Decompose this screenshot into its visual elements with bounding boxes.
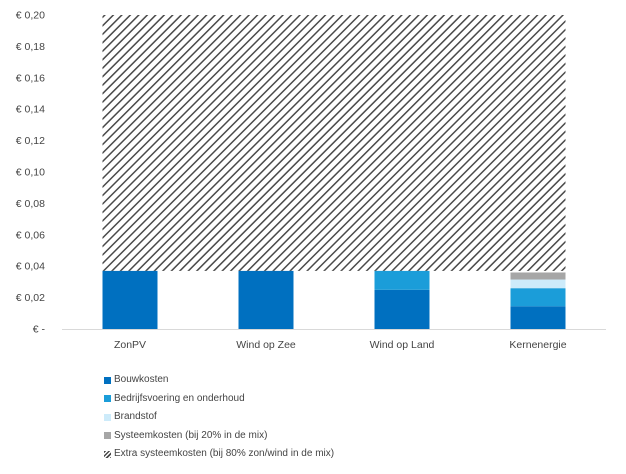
legend-item: Bouwkosten — [104, 371, 334, 390]
legend-swatch — [104, 450, 111, 458]
legend-label: Bedrijfsvoering en onderhoud — [114, 392, 245, 404]
x-tick-label: Wind op Land — [370, 339, 435, 351]
y-tick-label: € 0,20 — [16, 10, 45, 22]
y-tick-label: € 0,10 — [16, 167, 45, 179]
legend-item: Systeemkosten (bij 20% in de mix) — [104, 427, 334, 446]
legend-label: Extra systeemkosten (bij 80% zon/wind in… — [114, 448, 335, 459]
y-tick-label: € 0,16 — [16, 72, 45, 84]
legend-label: Systeemkosten (bij 20% in de mix) — [114, 429, 268, 441]
x-tick-label: ZonPV — [114, 339, 146, 351]
y-tick-label: € 0,08 — [16, 198, 45, 210]
bar-segment-1 — [510, 306, 566, 329]
legend-swatch — [104, 413, 111, 421]
legend-item: Bedrijfsvoering en onderhoud — [104, 390, 334, 409]
bar-segment-2 — [510, 288, 566, 307]
bar-segment-1 — [238, 270, 294, 329]
y-tick-label: € - — [33, 324, 46, 336]
x-tick-label: Wind op Zee — [236, 339, 296, 351]
x-axis: ZonPV Wind op Zee Wind op Land Kernenergie — [62, 329, 606, 351]
y-tick-label: € 0,06 — [16, 229, 45, 241]
y-tick-label: € 0,02 — [16, 292, 45, 304]
legend-swatch — [104, 432, 111, 440]
bar-segment-1 — [102, 270, 158, 329]
bar-segment-1 — [374, 289, 430, 329]
legend-label: Bouwkosten — [114, 374, 169, 385]
plot-area — [102, 15, 566, 329]
bar-segment-3 — [510, 279, 566, 289]
y-tick-label: € 0,12 — [16, 135, 45, 147]
legend-label: Brandstof — [114, 411, 157, 422]
bar-segment-4 — [510, 272, 566, 280]
y-axis: € - € 0,02 € 0,04 € 0,06 € 0,08 € 0,10 € 0,12 €… — [16, 10, 46, 336]
y-tick-label: € 0,14 — [16, 104, 45, 116]
y-tick-label: € 0,18 — [16, 41, 45, 53]
y-tick-label: € 0,04 — [16, 261, 45, 273]
x-tick-label: Kernenergie — [509, 339, 566, 351]
legend-swatch — [104, 376, 111, 384]
bar-segment-2 — [374, 270, 430, 290]
legend-item: Extra systeemkosten (bij 80% zon/wind in… — [104, 445, 334, 464]
legend-item: Brandstof — [104, 408, 334, 427]
legend-swatch — [104, 395, 111, 403]
bar-segment-extra-systeemkosten — [102, 15, 566, 271]
legend: Bouwkosten Bedrijfsvoering en onderhoud Br… — [104, 371, 334, 464]
